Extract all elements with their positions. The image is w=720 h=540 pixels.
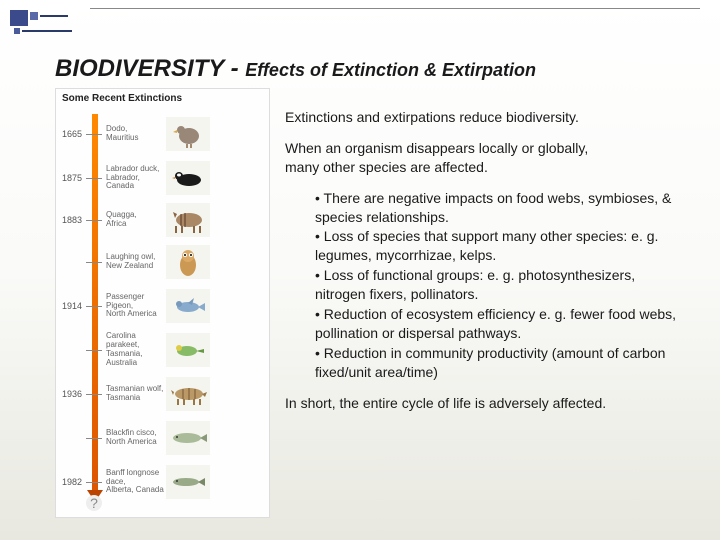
timeline-tick — [86, 178, 102, 179]
timeline-tick — [86, 482, 102, 483]
timeline-year: 1875 — [56, 173, 86, 183]
bullet-list: • There are negative impacts on food web… — [315, 189, 685, 382]
lead-text: When an organism disappears locally or g… — [285, 139, 685, 177]
timeline-label: Labrador duck,Labrador, Canada — [102, 165, 164, 191]
timeline: 1665 Dodo,Mauritius 1875 Labrador duck,Labr… — [56, 110, 269, 505]
extinctions-panel: Some Recent Extinctions 1665 Dodo,Mauriti… — [55, 88, 270, 518]
timeline-row: 1665 Dodo,Mauritius — [56, 114, 269, 154]
bullet-item: • Loss of functional groups: e. g. photo… — [315, 266, 685, 304]
timeline-year: 1982 — [56, 477, 86, 487]
species-icon — [166, 377, 210, 411]
timeline-tick — [86, 220, 102, 221]
title-sub: Effects of Extinction & Extirpation — [245, 60, 536, 80]
timeline-row: 1936 Tasmanian wolf,Tasmania — [56, 374, 269, 414]
title-main: BIODIVERSITY - — [55, 55, 239, 82]
intro-text: Extinctions and extirpations reduce biod… — [285, 108, 685, 127]
page-title: BIODIVERSITY - Effects of Extinction & E… — [55, 55, 536, 83]
timeline-label: Blackfin cisco,North America — [102, 429, 164, 447]
timeline-year: 1883 — [56, 215, 86, 225]
timeline-tick — [86, 438, 102, 439]
species-icon — [166, 161, 210, 195]
timeline-label: Carolina parakeet,Tasmania, Australia — [102, 332, 164, 367]
timeline-tick — [86, 306, 102, 307]
timeline-label: Tasmanian wolf,Tasmania — [102, 385, 164, 403]
corner-decoration — [10, 10, 80, 45]
timeline-row: Blackfin cisco,North America — [56, 418, 269, 458]
panel-heading: Some Recent Extinctions — [56, 89, 269, 108]
species-icon — [166, 333, 210, 367]
timeline-row: Carolina parakeet,Tasmania, Australia — [56, 330, 269, 370]
timeline-year: 1936 — [56, 389, 86, 399]
species-icon — [166, 117, 210, 151]
conclusion-text: In short, the entire cycle of life is ad… — [285, 394, 685, 413]
timeline-label: Laughing owl,New Zealand — [102, 253, 164, 271]
bullet-item: • Loss of species that support many othe… — [315, 227, 685, 265]
timeline-tick — [86, 262, 102, 263]
timeline-row: Laughing owl,New Zealand — [56, 242, 269, 282]
bullet-item: • Reduction in community productivity (a… — [315, 344, 685, 382]
timeline-tick — [86, 350, 102, 351]
timeline-year: 1914 — [56, 301, 86, 311]
timeline-label: Dodo,Mauritius — [102, 125, 164, 143]
timeline-year: 1665 — [56, 129, 86, 139]
content-area: Extinctions and extirpations reduce biod… — [285, 108, 685, 424]
timeline-label: Banff longnose dace,Alberta, Canada — [102, 469, 164, 495]
timeline-tick — [86, 134, 102, 135]
species-icon — [166, 245, 210, 279]
bullet-item: • There are negative impacts on food web… — [315, 189, 685, 227]
timeline-label: Passenger Pigeon,North America — [102, 293, 164, 319]
timeline-row: 1875 Labrador duck,Labrador, Canada — [56, 158, 269, 198]
timeline-label: Quagga,Africa — [102, 211, 164, 229]
timeline-row: 1883 Quagga,Africa — [56, 200, 269, 240]
species-icon — [166, 289, 210, 323]
species-icon — [166, 421, 210, 455]
question-mark-icon: ? — [86, 495, 102, 511]
horizontal-rule — [90, 8, 700, 9]
species-icon — [166, 203, 210, 237]
bullet-item: • Reduction of ecosystem efficiency e. g… — [315, 305, 685, 343]
species-icon — [166, 465, 210, 499]
timeline-tick — [86, 394, 102, 395]
timeline-row: 1914 Passenger Pigeon,North America — [56, 286, 269, 326]
